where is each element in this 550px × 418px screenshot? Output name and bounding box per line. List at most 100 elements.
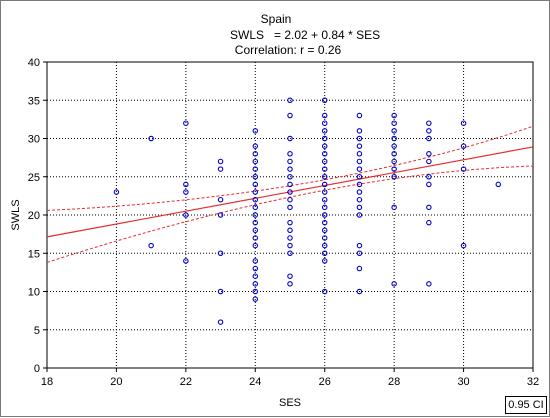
data-point — [391, 143, 397, 149]
data-point — [426, 204, 432, 211]
regression-line — [46, 146, 534, 238]
data-point — [252, 143, 259, 149]
data-point — [356, 288, 363, 295]
chart-title: Spain — [261, 12, 292, 26]
data-point — [356, 112, 363, 119]
data-point — [321, 181, 328, 188]
x-tick-label: 24 — [249, 376, 261, 388]
data-point — [391, 281, 397, 287]
x-tick-label: 18 — [41, 376, 53, 388]
data-point — [356, 265, 363, 272]
y-axis-label: SWLS — [10, 199, 22, 230]
data-point — [252, 174, 259, 180]
x-tick-label: 22 — [180, 376, 192, 388]
data-point — [252, 204, 259, 211]
y-tick-label: 30 — [28, 134, 40, 146]
data-point — [495, 181, 502, 188]
data-point — [356, 151, 363, 157]
data-point — [426, 174, 432, 180]
data-point — [460, 166, 467, 172]
data-point — [321, 204, 328, 211]
data-point — [356, 143, 363, 149]
data-point — [460, 242, 467, 249]
data-point — [183, 212, 189, 218]
data-point — [321, 151, 328, 157]
data-point — [356, 181, 363, 188]
data-point — [287, 166, 293, 172]
data-point — [356, 212, 363, 218]
data-point — [252, 258, 259, 264]
data-point — [287, 97, 293, 104]
data-point — [287, 204, 293, 211]
data-point — [287, 196, 293, 203]
data-point — [252, 227, 259, 234]
data-point — [287, 219, 293, 226]
data-point — [113, 189, 120, 195]
ci-legend: 0.95 CI — [505, 396, 547, 414]
data-point — [252, 219, 259, 226]
data-point — [287, 189, 293, 195]
data-point — [321, 258, 328, 264]
data-point — [391, 151, 397, 157]
data-point — [252, 273, 259, 279]
data-point — [426, 120, 432, 126]
data-point — [287, 158, 293, 165]
data-point — [287, 174, 293, 180]
data-point — [217, 158, 224, 165]
data-point — [217, 212, 224, 218]
data-point — [321, 97, 328, 104]
regression-lines — [46, 125, 534, 263]
ci-upper-line — [46, 125, 534, 211]
data-point — [356, 158, 363, 165]
data-point — [252, 151, 259, 157]
grid-lines — [47, 62, 533, 368]
y-tick-label: 5 — [34, 325, 40, 337]
data-point — [426, 158, 432, 165]
data-point — [252, 212, 259, 218]
data-point — [356, 250, 363, 257]
x-tick-label: 32 — [527, 376, 539, 388]
data-points — [113, 97, 502, 325]
data-point — [460, 143, 467, 149]
data-point — [356, 166, 363, 172]
x-tick-label: 26 — [319, 376, 331, 388]
data-point — [321, 219, 328, 226]
data-point — [321, 158, 328, 165]
data-point — [391, 204, 397, 211]
data-point — [148, 135, 154, 142]
data-point — [391, 158, 397, 165]
data-point — [217, 288, 224, 295]
data-point — [356, 174, 363, 180]
data-point — [148, 242, 154, 249]
equation-label: SWLS — [230, 28, 264, 42]
data-point — [217, 250, 224, 257]
data-point — [183, 258, 189, 264]
data-point — [426, 128, 432, 134]
x-tick-label: 30 — [457, 376, 469, 388]
data-point — [321, 242, 328, 249]
data-point — [321, 112, 328, 119]
data-point — [252, 288, 259, 295]
data-point — [287, 227, 293, 234]
y-tick-label: 35 — [28, 95, 40, 107]
data-point — [460, 120, 467, 126]
regression-equation: = 2.02 + 0.84 * SES — [274, 28, 380, 42]
correlation-label: Correlation: r = 0.26 — [235, 43, 342, 57]
data-point — [252, 296, 259, 302]
data-point — [321, 250, 328, 257]
y-tick-label: 20 — [28, 210, 40, 222]
data-point — [287, 181, 293, 188]
data-point — [321, 120, 328, 126]
data-point — [426, 151, 432, 157]
x-axis-label: SES — [279, 397, 301, 409]
data-point — [356, 135, 363, 142]
data-point — [287, 112, 293, 119]
data-point — [287, 281, 293, 287]
data-point — [391, 174, 397, 180]
data-point — [217, 166, 224, 172]
data-point — [391, 166, 397, 172]
data-point — [252, 235, 259, 241]
data-point — [321, 235, 328, 241]
data-point — [321, 189, 328, 195]
